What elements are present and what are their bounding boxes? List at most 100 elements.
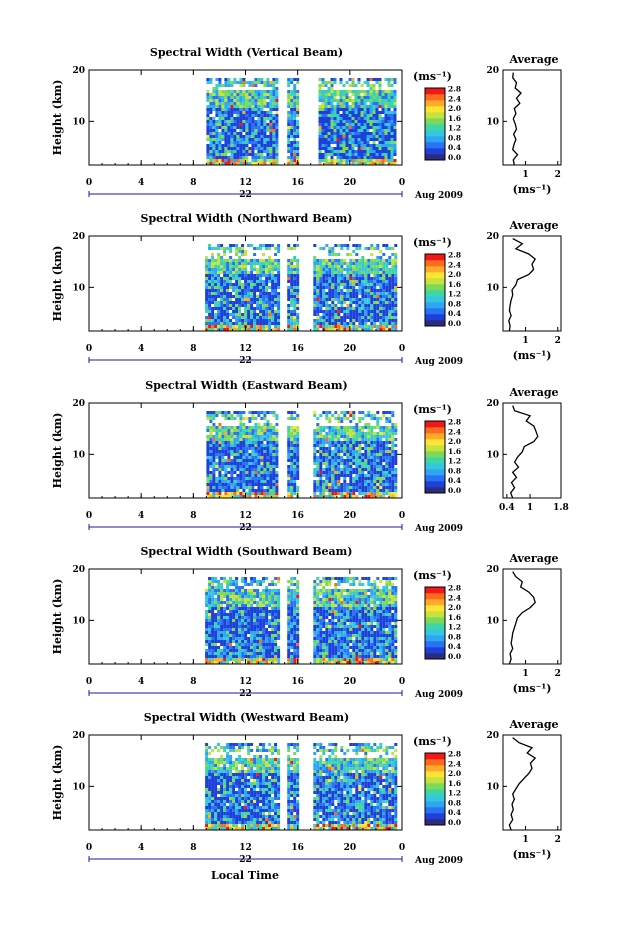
colorbar-swatch xyxy=(425,439,445,446)
colorbar-swatch xyxy=(425,457,445,464)
profile-y-tick-label: 20 xyxy=(486,565,499,575)
colorbar-swatch xyxy=(425,278,445,285)
colorbar-swatch xyxy=(425,290,445,297)
colorbar-swatch xyxy=(425,154,445,161)
x-tick-label: 8 xyxy=(190,677,196,687)
colorbar-tick-label: 1.2 xyxy=(448,290,461,299)
heatmap-cells xyxy=(205,743,398,830)
profile-x-tick-label: 2 xyxy=(555,669,561,679)
profile-y-tick-label: 20 xyxy=(486,731,499,741)
profile-x-tick-label: 1 xyxy=(522,669,528,679)
profile-x-tick-label: 1 xyxy=(522,336,528,346)
colorbar-tick-label: 1.2 xyxy=(448,789,461,798)
panel-1: Spectral Width (Northward Beam) Height (k… xyxy=(51,212,562,367)
height-ylabel: Height (km) xyxy=(51,745,64,821)
colorbar-tick-label: 2.8 xyxy=(448,251,461,260)
heatmap-cells xyxy=(206,411,398,498)
colorbar-swatch xyxy=(425,611,445,618)
profile-axes-frame xyxy=(502,734,562,831)
date-label: Aug 2009 xyxy=(414,357,463,367)
day-label: 22 xyxy=(239,689,252,699)
average-profile-line xyxy=(508,571,536,665)
colorbar-swatch xyxy=(425,260,445,267)
colorbar-tick-label: 1.6 xyxy=(448,280,461,289)
panel-title: Spectral Width (Westward Beam) xyxy=(144,711,349,724)
y-tick-label: 20 xyxy=(72,232,85,242)
y-tick-label: 10 xyxy=(72,450,85,460)
x-tick-label: 16 xyxy=(291,843,304,853)
colorbar-swatch xyxy=(425,421,445,428)
profile-x-tick-label: 2 xyxy=(555,835,561,845)
colorbar-swatch xyxy=(425,266,445,273)
height-ylabel: Height (km) xyxy=(51,246,64,322)
x-tick-label: 20 xyxy=(344,178,357,188)
profile-x-tick-label: 1 xyxy=(522,170,528,180)
colorbar: 0.00.40.81.21.62.02.42.8 xyxy=(424,85,461,162)
colorbar-swatch xyxy=(425,451,445,458)
x-tick-label: 16 xyxy=(291,677,304,687)
x-tick-label: 0 xyxy=(399,843,405,853)
colorbar-swatch xyxy=(425,254,445,261)
colorbar-swatch xyxy=(425,771,445,778)
y-tick-label: 10 xyxy=(72,117,85,127)
colorbar-swatch xyxy=(425,647,445,654)
colorbar-tick-label: 2.0 xyxy=(448,437,461,446)
x-tick-label: 0 xyxy=(86,178,92,188)
panel-title: Spectral Width (Northward Beam) xyxy=(141,212,353,225)
x-tick-label: 20 xyxy=(344,843,357,853)
profile-y-tick-label: 10 xyxy=(486,616,499,626)
colorbar-swatch xyxy=(425,777,445,784)
heatmap-cells xyxy=(205,577,398,664)
colorbar-tick-label: 2.4 xyxy=(448,94,461,103)
colorbar-swatch xyxy=(425,481,445,488)
colorbar-unit-label: (ms⁻¹) xyxy=(413,735,452,748)
colorbar-tick-label: 2.8 xyxy=(448,418,461,427)
profile-x-tick-label: 1.8 xyxy=(553,503,569,513)
x-tick-label: 16 xyxy=(291,344,304,354)
colorbar-swatch xyxy=(425,807,445,814)
day-label: 22 xyxy=(239,855,252,865)
x-tick-label: 8 xyxy=(190,843,196,853)
colorbar-tick-label: 2.0 xyxy=(448,769,461,778)
colorbar-swatch xyxy=(425,475,445,482)
colorbar-tick-label: 2.4 xyxy=(448,593,461,602)
colorbar-swatch xyxy=(425,148,445,155)
colorbar-swatch xyxy=(425,599,445,606)
colorbar-swatch xyxy=(425,308,445,315)
colorbar-tick-label: 2.4 xyxy=(448,260,461,269)
colorbar-swatch xyxy=(425,94,445,101)
x-tick-label: 4 xyxy=(138,511,144,521)
colorbar-swatch xyxy=(425,112,445,119)
colorbar-swatch xyxy=(425,789,445,796)
panel-4: Spectral Width (Westward Beam) Height (km… xyxy=(51,711,562,866)
colorbar-tick-label: 0.4 xyxy=(448,143,461,152)
y-tick-label: 20 xyxy=(72,731,85,741)
x-tick-label: 0 xyxy=(399,178,405,188)
colorbar-tick-label: 0.0 xyxy=(448,486,461,495)
profile-y-tick-label: 10 xyxy=(486,782,499,792)
date-label: Aug 2009 xyxy=(414,690,463,700)
y-tick-label: 10 xyxy=(72,283,85,293)
profile-title: Average xyxy=(508,552,558,565)
profile-title: Average xyxy=(508,53,558,66)
profile-xlabel: (ms⁻¹) xyxy=(513,349,552,362)
profile-y-tick-label: 10 xyxy=(486,283,499,293)
y-tick-label: 20 xyxy=(72,399,85,409)
colorbar-tick-label: 0.0 xyxy=(448,153,461,162)
colorbar-swatch xyxy=(425,753,445,760)
profile-axes-frame xyxy=(502,69,562,166)
colorbar-swatch xyxy=(425,819,445,826)
colorbar-swatch xyxy=(425,635,445,642)
panel-0: Spectral Width (Vertical Beam) Height (km… xyxy=(51,46,562,201)
colorbar-swatch xyxy=(425,296,445,303)
colorbar-tick-label: 0.4 xyxy=(448,309,461,318)
colorbar-swatch xyxy=(425,629,445,636)
day-label: 22 xyxy=(239,523,252,533)
y-tick-label: 20 xyxy=(72,66,85,76)
colorbar-swatch xyxy=(425,623,445,630)
x-tick-label: 12 xyxy=(239,178,252,188)
x-tick-label: 12 xyxy=(239,677,252,687)
colorbar-unit-label: (ms⁻¹) xyxy=(413,569,452,582)
colorbar-swatch xyxy=(425,142,445,149)
colorbar-swatch xyxy=(425,759,445,766)
